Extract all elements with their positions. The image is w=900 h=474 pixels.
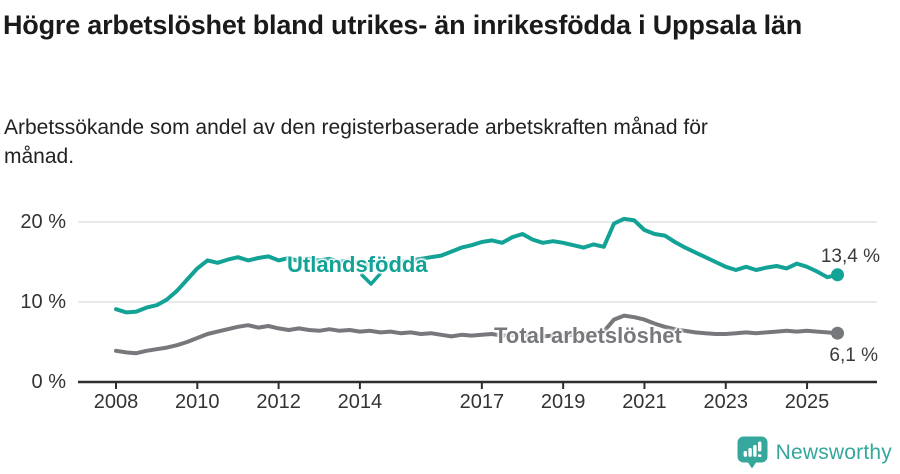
y-tick-label-10: 10 % (20, 291, 66, 313)
total-line (114, 313, 840, 356)
newsworthy-logo-icon (737, 436, 768, 469)
x-tick-label-2010: 2010 (175, 391, 220, 413)
x-tick-label-2021: 2021 (622, 391, 667, 413)
x-tick-label-2008: 2008 (93, 391, 139, 413)
chart-title: Högre arbetslöshet bland utrikes- än inr… (3, 10, 803, 40)
x-tick-label-2023: 2023 (703, 391, 749, 413)
x-tick-label-2014: 2014 (337, 391, 383, 413)
y-tick-label-0: 0 % (31, 371, 66, 393)
x-tick-label-2025: 2025 (784, 391, 830, 413)
utlandsfodda-label-arrow-icon (360, 272, 382, 286)
x-tick-label-2017: 2017 (459, 391, 505, 413)
total-end-dot (831, 326, 845, 340)
end-value-utlandsfodda: 13,4 % (820, 246, 880, 267)
x-tick-label-2019: 2019 (540, 391, 586, 413)
y-tick-label-20: 20 % (20, 211, 66, 233)
newsworthy-logo-text: Newsworthy (775, 440, 892, 464)
end-value-total-arbetsloshet: 6,1 % (829, 345, 878, 366)
chart-subtitle: Arbetssökande som andel av den registerb… (4, 116, 708, 168)
utlandsfodda-end-dot (831, 268, 845, 282)
utlandsfodda-line (114, 216, 840, 315)
series-label-total-arbetsloshet: Total arbetslöshet (494, 323, 682, 348)
series-label-utlandsfodda: Utlandsfödda (287, 252, 428, 277)
x-tick-label-2012: 2012 (256, 391, 301, 413)
newsworthy-logo[interactable]: Newsworthy (737, 436, 892, 469)
